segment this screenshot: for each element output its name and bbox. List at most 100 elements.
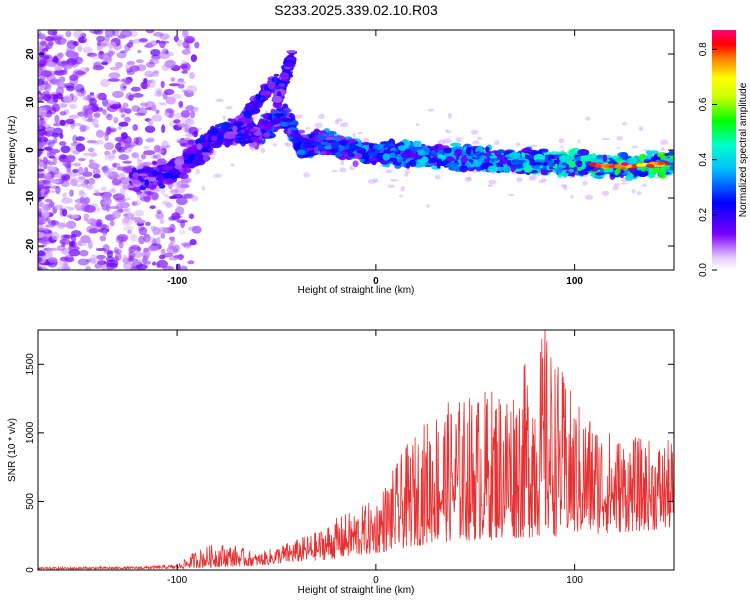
spectrogram-noise-blob	[79, 249, 89, 257]
spectrogram-noise-blob	[80, 181, 87, 187]
spectrogram-noise-blob	[120, 82, 127, 92]
spectrogram-noise-blob	[180, 242, 193, 247]
spectrogram-signal-blob	[248, 141, 258, 148]
spectrogram-signal-blob	[408, 150, 415, 159]
spectrogram-noise-blob	[108, 155, 115, 159]
spectrogram-noise-blob	[178, 229, 186, 235]
spectrogram-noise-blob	[61, 175, 67, 182]
spectrogram-noise-blob	[230, 163, 235, 167]
spectrogram-signal-blob	[522, 161, 530, 169]
spectrogram-noise-blob	[74, 84, 85, 93]
spectrogram-noise-blob	[65, 238, 70, 245]
spectrogram-noise-blob	[160, 187, 166, 195]
spectrogram-signal-blob	[201, 141, 210, 147]
spectrogram-signal-blob	[412, 140, 420, 148]
spectrogram-noise-blob	[616, 136, 623, 141]
spectrogram-peak-blob	[594, 164, 603, 168]
spectrogram-signal-blob	[649, 150, 659, 155]
spectrogram-noise-blob	[487, 184, 493, 188]
spectrogram-noise-blob	[68, 245, 80, 251]
spectrogram-noise-blob	[43, 175, 53, 180]
spectrogram-noise-blob	[47, 203, 52, 209]
spectrogram-noise-blob	[128, 251, 136, 259]
spectrogram-noise-blob	[139, 81, 150, 90]
spectrogram-noise-blob	[93, 30, 104, 35]
spectrogram-noise-blob	[612, 185, 619, 191]
spectrogram-signal-blob	[459, 165, 469, 173]
spectrogram-signal-blob	[273, 113, 285, 117]
spectrogram-noise-blob	[601, 138, 611, 141]
spectrogram-signal-blob	[260, 90, 272, 96]
spectrogram-peak-blob	[645, 163, 654, 168]
spectrogram-signal-blob	[132, 179, 141, 184]
spectrogram-noise-blob	[39, 59, 47, 67]
spectrogram-signal-blob	[168, 168, 179, 174]
spectrogram-noise-blob	[160, 232, 166, 239]
spectrogram-noise-blob	[58, 260, 68, 267]
spectrogram-noise-blob	[102, 229, 108, 236]
spectrogram-noise-blob	[352, 132, 356, 139]
spectrogram-signal-blob	[253, 131, 263, 136]
spectrogram-signal-blob	[162, 165, 174, 171]
spectrogram-signal-blob	[186, 160, 194, 164]
spectrogram-signal-blob	[548, 163, 556, 167]
spectrogram-noise-blob	[38, 34, 46, 39]
spectrogram-noise-blob	[179, 64, 188, 69]
spectrogram-noise-blob	[201, 186, 206, 191]
spectrogram-signal-blob	[313, 146, 319, 154]
spectrogram-noise-blob	[58, 222, 67, 228]
spectrogram-noise-blob	[582, 180, 588, 186]
spectrogram-noise-blob	[303, 172, 310, 178]
spectrogram-noise-blob	[88, 240, 93, 250]
spectrogram-noise-blob	[120, 78, 126, 83]
spectrogram-noise-blob	[122, 102, 129, 109]
spectrogram-noise-blob	[56, 266, 69, 270]
spectrogram-noise-blob	[145, 221, 151, 226]
spectrogram-noise-blob	[112, 149, 117, 155]
spectrogram-noise-blob	[52, 157, 57, 166]
spectrogram-noise-blob	[38, 141, 42, 150]
spectrogram-noise-blob	[170, 190, 174, 194]
spectrogram-ytick-label: 0	[25, 147, 36, 153]
spectrogram-noise-blob	[192, 131, 198, 138]
spectrogram-xtick-label: 100	[566, 276, 583, 287]
spectrogram-peak-blob	[636, 163, 644, 167]
spectrogram-noise-blob	[155, 40, 161, 44]
spectrogram-noise-blob	[558, 138, 565, 144]
spectrogram-noise-blob	[160, 80, 165, 89]
spectrogram-signal-blob	[512, 163, 524, 169]
spectrogram-noise-blob	[134, 209, 145, 217]
colorbar-tick-label: 0.8	[698, 42, 709, 56]
spectrogram-noise-blob	[114, 249, 123, 254]
spectrogram-noise-blob	[91, 118, 99, 126]
spectrogram-signal-blob	[199, 152, 211, 156]
spectrogram-noise-blob	[96, 45, 103, 51]
spectrogram-noise-blob	[68, 114, 79, 119]
spectrogram-signal-blob	[267, 82, 276, 90]
spectrogram-signal-blob	[658, 172, 667, 179]
spectrogram-noise-blob	[64, 160, 72, 169]
spectrogram-noise-blob	[118, 146, 128, 151]
spectrogram-signal-blob	[240, 137, 245, 141]
spectrogram-signal-blob	[152, 161, 158, 165]
spectrogram-noise-blob	[46, 126, 56, 132]
spectrogram-noise-blob	[106, 266, 112, 270]
spectrogram-noise-blob	[45, 224, 56, 228]
spectrogram-noise-blob	[46, 247, 58, 252]
spectrogram-signal-blob	[227, 118, 233, 122]
spectrogram-signal-blob	[341, 139, 347, 147]
spectrogram-noise-blob	[137, 49, 142, 54]
spectrogram-noise-blob	[173, 119, 181, 124]
spectrogram-noise-blob	[85, 265, 92, 270]
spectrogram-signal-blob	[297, 129, 306, 134]
spectrogram-noise-blob	[77, 167, 83, 173]
spectrogram-signal-blob	[174, 164, 183, 170]
spectrogram-noise-blob	[106, 103, 112, 111]
spectrogram-noise-blob	[47, 141, 55, 148]
spectrogram-signal-blob	[207, 128, 220, 136]
spectrogram-noise-blob	[272, 143, 278, 147]
spectrogram-noise-blob	[154, 87, 163, 94]
spectrogram-noise-blob	[389, 179, 399, 182]
spectrogram-noise-blob	[87, 257, 99, 263]
spectrogram-noise-blob	[107, 50, 114, 58]
